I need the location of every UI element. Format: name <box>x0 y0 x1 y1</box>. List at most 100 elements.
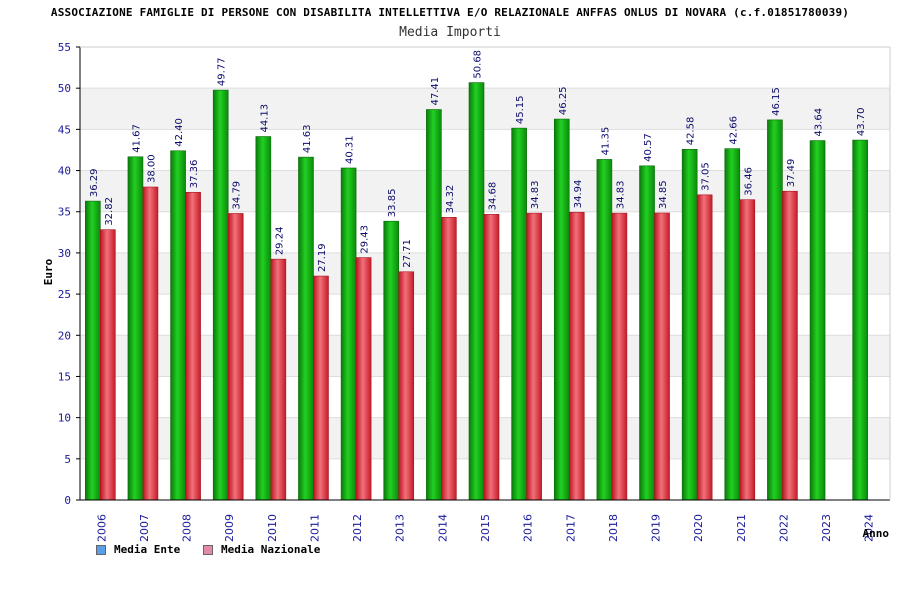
y-tick-label: 0 <box>64 494 71 507</box>
legend-item-ente: Media Ente <box>96 543 180 556</box>
data-label-ente: 41.63 <box>302 124 313 153</box>
bar-media-nazionale <box>441 217 457 501</box>
bar-media-ente <box>255 136 272 501</box>
data-label-nazionale: 34.85 <box>658 180 669 209</box>
y-tick-label: 20 <box>58 329 71 342</box>
bar-media-nazionale <box>526 212 542 501</box>
x-tick-label: 2021 <box>735 514 748 542</box>
bar-media-nazionale <box>227 213 244 501</box>
data-label-nazionale: 34.83 <box>530 180 541 209</box>
y-tick-label: 5 <box>64 453 71 466</box>
y-tick-label: 40 <box>58 165 71 178</box>
data-label-ente: 45.15 <box>515 95 526 124</box>
data-label-ente: 40.31 <box>345 135 356 164</box>
chart-subtitle: Media Importi <box>399 25 501 40</box>
bar-media-nazionale <box>398 271 415 501</box>
y-tick-label: 55 <box>58 41 71 54</box>
bar-media-ente <box>170 150 186 501</box>
y-tick-label: 15 <box>58 370 71 383</box>
x-tick-label: 2011 <box>308 514 321 542</box>
legend-swatch-nazionale <box>203 544 213 555</box>
data-label-ente: 41.35 <box>600 127 611 156</box>
plot-band <box>80 47 890 89</box>
bar-media-ente <box>852 139 868 501</box>
data-label-ente: 33.85 <box>387 189 398 218</box>
bar-media-ente <box>596 159 613 501</box>
y-tick-label: 45 <box>58 123 71 136</box>
legend-swatch-ente <box>96 544 106 555</box>
data-label-ente: 50.68 <box>473 50 484 79</box>
bar-media-ente <box>468 82 485 501</box>
x-tick-label: 2010 <box>266 514 279 542</box>
data-label-nazionale: 37.49 <box>786 159 797 188</box>
x-tick-label: 2024 <box>863 514 876 542</box>
x-tick-label: 2020 <box>692 514 705 542</box>
x-axis-label: Anno <box>863 527 890 540</box>
bar-media-nazionale <box>782 190 798 501</box>
x-tick-label: 2015 <box>479 514 492 542</box>
bar-media-nazionale <box>142 186 159 501</box>
data-label-ente: 46.25 <box>558 86 569 115</box>
bar-media-ente <box>511 127 527 501</box>
bar-media-ente <box>681 148 698 501</box>
bar-media-ente <box>426 109 442 501</box>
x-tick-label: 2014 <box>436 514 449 542</box>
data-label-nazionale: 34.79 <box>232 181 243 210</box>
x-tick-label: 2008 <box>181 514 194 542</box>
bar-media-nazionale <box>100 229 116 501</box>
data-label-ente: 43.70 <box>856 107 867 136</box>
bar-media-nazionale <box>568 211 585 501</box>
data-label-nazionale: 29.43 <box>360 225 371 254</box>
data-label-nazionale: 34.32 <box>445 185 456 214</box>
x-tick-label: 2022 <box>777 514 790 542</box>
bar-media-nazionale <box>185 191 201 501</box>
x-tick-label: 2019 <box>650 514 663 542</box>
bar-media-nazionale <box>739 199 756 501</box>
x-tick-label: 2012 <box>351 514 364 542</box>
bar-media-ente <box>553 118 570 501</box>
x-tick-label: 2009 <box>223 514 236 542</box>
bar-media-ente <box>85 200 101 501</box>
data-label-nazionale: 32.82 <box>104 197 115 226</box>
y-axis-label: Euro <box>42 258 55 285</box>
bar-media-ente <box>639 165 655 501</box>
bar-media-ente <box>809 140 826 501</box>
data-label-nazionale: 37.36 <box>189 160 200 189</box>
data-label-ente: 43.64 <box>814 108 825 137</box>
legend-item-nazionale: Media Nazionale <box>203 543 320 556</box>
bar-media-ente <box>767 119 783 501</box>
bar-media-ente <box>724 148 741 501</box>
bar-media-ente <box>298 156 314 501</box>
bar-media-nazionale <box>313 275 329 501</box>
bar-media-nazionale <box>270 258 287 501</box>
data-label-nazionale: 38.00 <box>146 154 157 183</box>
y-tick-label: 50 <box>58 82 71 95</box>
data-label-ente: 42.58 <box>686 117 697 146</box>
x-tick-label: 2023 <box>820 514 833 542</box>
data-label-nazionale: 37.05 <box>701 162 712 191</box>
bar-media-ente <box>127 156 144 501</box>
chart-title: ASSOCIAZIONE FAMIGLIE DI PERSONE CON DIS… <box>50 6 850 19</box>
bar-media-ente <box>340 167 357 501</box>
x-tick-label: 2007 <box>138 514 151 542</box>
data-label-ente: 40.57 <box>643 133 654 162</box>
legend-label-ente: Media Ente <box>114 543 181 556</box>
data-label-ente: 36.29 <box>89 168 100 197</box>
bar-media-ente <box>383 220 400 501</box>
data-label-ente: 42.40 <box>174 118 185 147</box>
bar-media-nazionale <box>654 212 670 501</box>
data-label-nazionale: 27.71 <box>402 239 413 268</box>
x-tick-label: 2013 <box>394 514 407 542</box>
bar-media-nazionale <box>611 212 628 501</box>
data-label-ente: 42.66 <box>728 116 739 145</box>
y-tick-label: 25 <box>58 288 71 301</box>
data-label-ente: 47.41 <box>430 77 441 106</box>
data-label-nazionale: 34.94 <box>573 180 584 209</box>
data-label-nazionale: 29.24 <box>274 227 285 256</box>
y-tick-label: 35 <box>58 206 71 219</box>
data-label-nazionale: 34.83 <box>615 180 626 209</box>
x-tick-label: 2017 <box>564 514 577 542</box>
data-label-nazionale: 36.46 <box>743 167 754 196</box>
bar-media-ente <box>212 89 229 501</box>
data-label-ente: 49.77 <box>217 57 228 86</box>
